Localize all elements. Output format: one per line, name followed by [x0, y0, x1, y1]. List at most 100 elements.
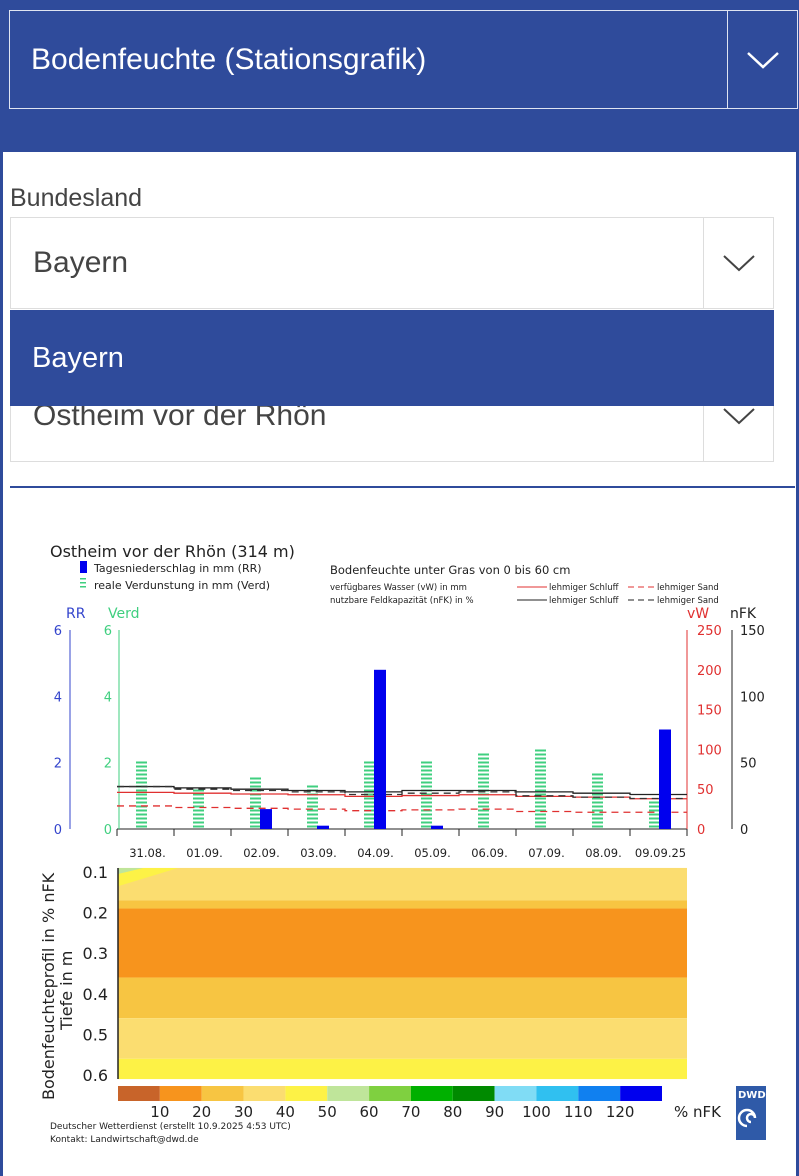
color-scale-cell: [118, 1086, 160, 1101]
verd-bar-stripe: [250, 805, 261, 808]
rr-tick: 0: [54, 823, 62, 838]
verd-bar: [421, 761, 432, 828]
verd-bar-stripe: [421, 821, 432, 824]
verd-bar-stripe: [250, 809, 261, 812]
state-select-value: Bayern: [33, 246, 129, 279]
heatmap-y-tick: 0.3: [83, 944, 108, 963]
verd-bar: [649, 801, 660, 828]
verd-bar-stripe: [535, 749, 546, 752]
color-scale-label: 30: [234, 1103, 253, 1121]
verd-bar-stripe: [592, 789, 603, 792]
verd-bar-stripe: [136, 793, 147, 796]
verd-bar-stripe: [307, 809, 318, 812]
vw-tick: 150: [697, 704, 722, 719]
verd-bar-stripe: [592, 817, 603, 820]
verd-bar-stripe: [136, 821, 147, 824]
verd-bar-stripe: [592, 781, 603, 784]
color-scale-cell: [243, 1086, 286, 1101]
verd-bar-stripe: [421, 769, 432, 772]
chevron-down-icon[interactable]: [703, 218, 773, 308]
verd-bar-stripe: [649, 801, 660, 804]
heatmap-ylabel2: Tiefe in m: [57, 951, 76, 1031]
verd-bar-stripe: [421, 793, 432, 796]
verd-bar: [364, 761, 375, 828]
verd-bar-stripe: [421, 797, 432, 800]
axis-nfk-label: nFK: [730, 606, 757, 622]
verd-bar-stripe: [364, 781, 375, 784]
color-scale-label: 90: [485, 1103, 504, 1121]
verd-bar: [193, 789, 204, 828]
verd-bar-stripe: [535, 793, 546, 796]
x-tick-label: 02.09.: [243, 846, 280, 860]
nfk-tick: 100: [740, 690, 765, 705]
nfk-tick: 50: [740, 757, 757, 772]
vw-tick: 0: [697, 823, 705, 838]
heatmap-band: [118, 1058, 687, 1080]
verd-bar-stripe: [364, 813, 375, 816]
rr-bar: [260, 809, 272, 829]
verd-bar-stripe: [421, 801, 432, 804]
verd-bar-stripe: [649, 817, 660, 820]
color-scale-cell: [159, 1086, 202, 1101]
rr-tick: 6: [54, 624, 62, 639]
verd-bar: [136, 761, 147, 828]
legend-verd-swatch: [80, 578, 86, 588]
verd-bar-stripe: [193, 789, 204, 792]
verd-bar-stripe: [478, 777, 489, 780]
color-scale-label: 100: [522, 1103, 551, 1121]
verd-bar-stripe: [364, 761, 375, 764]
rr-tick: 2: [54, 757, 62, 772]
verd-bar-stripe: [592, 793, 603, 796]
verd-bar-stripe: [592, 825, 603, 828]
line-nfk-lehmiger-schluff: [117, 785, 687, 796]
chevron-down-icon[interactable]: [727, 11, 797, 108]
verd-bar-stripe: [364, 769, 375, 772]
verd-bar-stripe: [478, 821, 489, 824]
color-scale-label: 20: [192, 1103, 211, 1121]
verd-bar-stripe: [535, 809, 546, 812]
verd-bar-stripe: [535, 753, 546, 756]
verd-bar-stripe: [478, 781, 489, 784]
verd-tick: 0: [104, 823, 112, 838]
verd-bar-stripe: [307, 785, 318, 788]
color-scale-cell: [494, 1086, 537, 1101]
heatmap-ylabel: Bodenfeuchteprofil in % nFK: [39, 872, 58, 1100]
verd-bar-stripe: [478, 765, 489, 768]
verd-bar-stripe: [535, 765, 546, 768]
verd-bar-stripe: [535, 769, 546, 772]
chevron-down-icon[interactable]: [703, 371, 773, 461]
vw-tick: 250: [697, 624, 722, 639]
verd-bar-stripe: [421, 825, 432, 828]
legend-vw: verfügbares Wasser (vW) in mm: [330, 583, 467, 593]
verd-bar-stripe: [421, 817, 432, 820]
verd-bar-stripe: [592, 801, 603, 804]
product-select[interactable]: Bodenfeuchte (Stationsgrafik): [9, 10, 798, 109]
verd-bar-stripe: [364, 817, 375, 820]
verd-bar-stripe: [592, 777, 603, 780]
dwd-logo: DWD: [736, 1086, 766, 1140]
verd-bar-stripe: [307, 801, 318, 804]
state-select[interactable]: Bayern: [10, 217, 774, 309]
legend-vw-schluff: lehmiger Schluff: [549, 583, 620, 593]
verd-bar-stripe: [535, 757, 546, 760]
rr-bar: [374, 669, 386, 829]
verd-bar-stripe: [535, 801, 546, 804]
dropdown-option-bayern[interactable]: Bayern: [10, 310, 774, 406]
verd-bar-stripe: [535, 821, 546, 824]
verd-bar-stripe: [649, 805, 660, 808]
axis-verd-label: Verd: [108, 606, 140, 622]
x-tick-label: 05.09.: [414, 846, 451, 860]
verd-bar-stripe: [535, 781, 546, 784]
verd-bar-stripe: [364, 773, 375, 776]
verd-bar-stripe: [250, 781, 261, 784]
dwd-logo-text: DWD: [738, 1090, 766, 1101]
verd-bar-stripe: [649, 813, 660, 816]
verd-bar: [535, 749, 546, 828]
vw-tick: 200: [697, 664, 722, 679]
verd-bar-stripe: [535, 761, 546, 764]
verd-bar-stripe: [592, 785, 603, 788]
vw-tick: 100: [697, 743, 722, 758]
legend-vw-sand: lehmiger Sand: [657, 583, 719, 593]
nfk-tick: 0: [740, 823, 748, 838]
verd-bar-stripe: [364, 821, 375, 824]
